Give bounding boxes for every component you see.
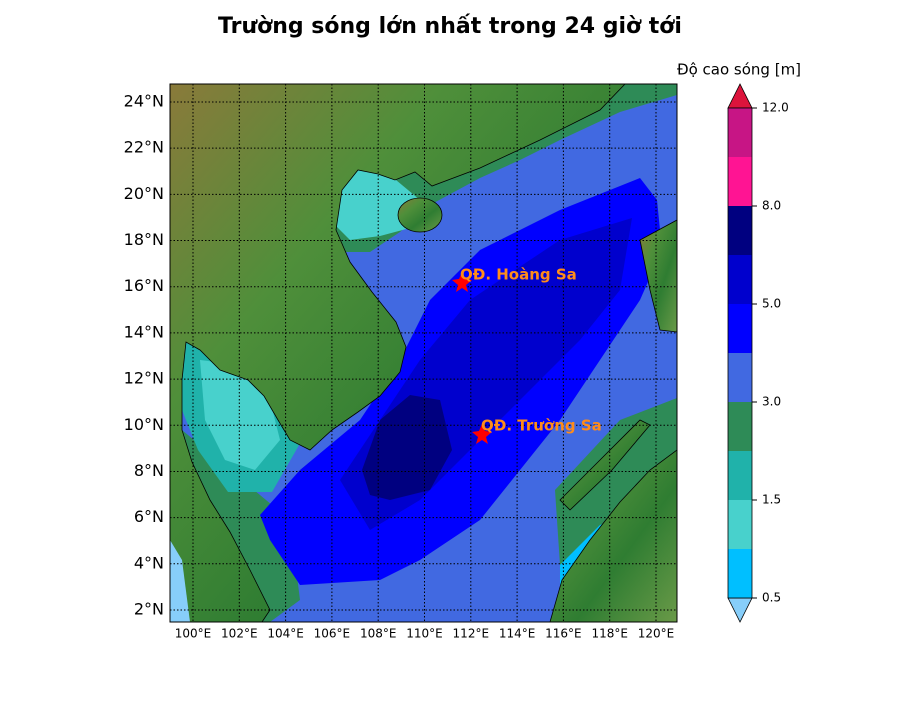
lon-tick-label: 118°E xyxy=(591,627,628,641)
star-marker xyxy=(472,424,492,444)
lat-tick-label: 8°N xyxy=(134,461,164,480)
map-frame xyxy=(169,83,678,623)
colorbar-tick-label: 1.5 xyxy=(762,493,781,507)
colorbar-label: Độ cao sóng [m] xyxy=(677,61,801,79)
lat-tick-label: 20°N xyxy=(124,184,164,203)
lon-tick-label: 108°E xyxy=(360,627,397,641)
lon-tick-label: 116°E xyxy=(545,627,582,641)
lon-tick-label: 114°E xyxy=(499,627,536,641)
lon-tick-label: 100°E xyxy=(175,627,212,641)
lon-tick-label: 102°E xyxy=(221,627,258,641)
annotation: QĐ. Hoàng Sa xyxy=(460,266,577,284)
lon-tick-label: 104°E xyxy=(267,627,304,641)
colorbar-tick-label: 5.0 xyxy=(762,297,781,311)
lat-tick-label: 6°N xyxy=(134,507,164,526)
lat-tick-label: 18°N xyxy=(124,230,164,249)
map xyxy=(170,84,677,622)
lat-tick-label: 2°N xyxy=(134,599,164,618)
colorbar xyxy=(727,83,753,623)
star-marker xyxy=(452,272,472,292)
annotation: QĐ. Trường Sa xyxy=(481,417,602,435)
lat-tick-label: 12°N xyxy=(124,369,164,388)
lon-tick-label: 112°E xyxy=(453,627,490,641)
lat-tick-label: 22°N xyxy=(124,138,164,157)
lat-tick-label: 24°N xyxy=(124,92,164,111)
lon-tick-label: 110°E xyxy=(406,627,443,641)
lat-tick-label: 14°N xyxy=(124,322,164,341)
lon-tick-label: 106°E xyxy=(314,627,351,641)
title: Trường sóng lớn nhất trong 24 giờ tới xyxy=(218,14,682,39)
lon-tick-label: 120°E xyxy=(638,627,675,641)
lat-tick-label: 4°N xyxy=(134,553,164,572)
colorbar-tick-label: 8.0 xyxy=(762,199,781,213)
colorbar-tick-label: 12.0 xyxy=(762,101,789,115)
lat-tick-label: 16°N xyxy=(124,276,164,295)
colorbar-tick-label: 0.5 xyxy=(762,591,781,605)
lat-tick-label: 10°N xyxy=(124,415,164,434)
colorbar-tick-label: 3.0 xyxy=(762,395,781,409)
